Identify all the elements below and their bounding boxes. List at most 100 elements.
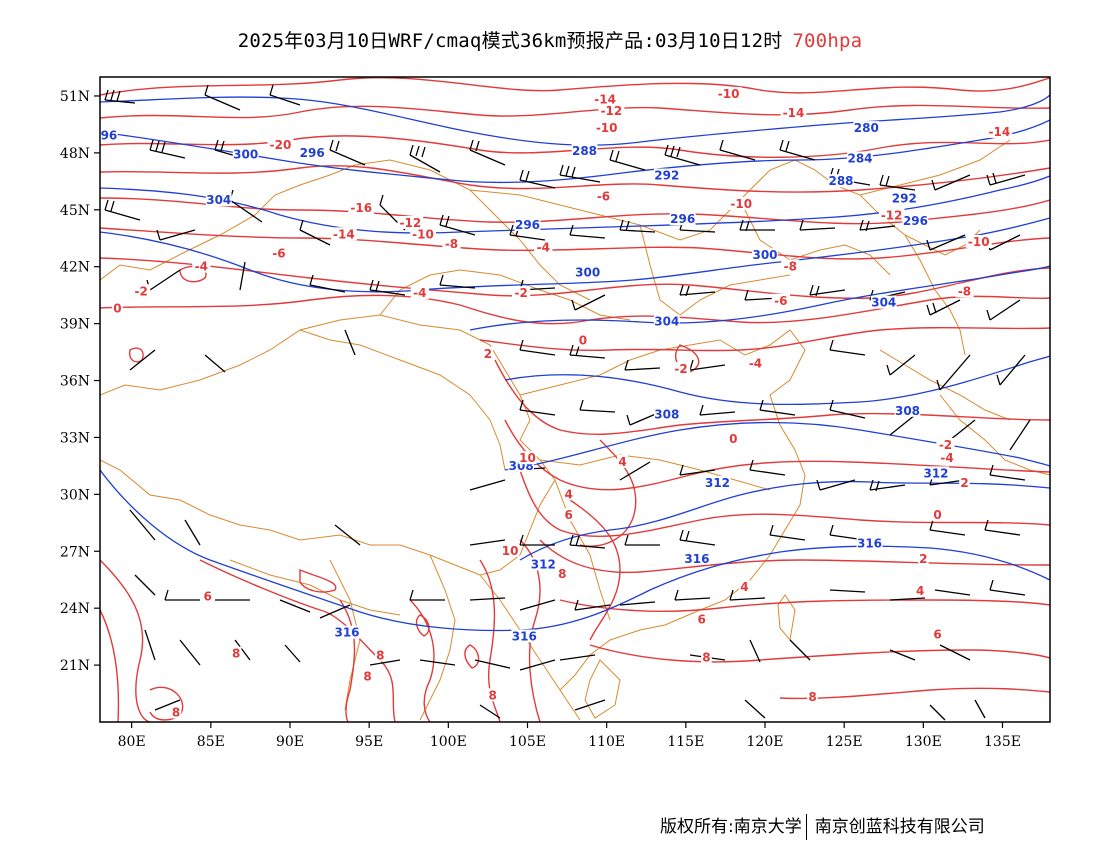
temperature-contour-label: -10 (412, 227, 434, 241)
height-contour-label-bg (669, 212, 696, 226)
temperature-contour-label: -12 (881, 208, 903, 222)
height-contour-label-bg (856, 536, 883, 550)
temperature-contour-label: 0 (729, 432, 737, 446)
temperature-contour-label: 10 (519, 451, 536, 465)
temperature-contour-label: -20 (270, 138, 292, 152)
height-contour-label-bg (571, 143, 598, 157)
height-contour-label: 316 (857, 537, 882, 551)
height-contour-label: 292 (654, 169, 679, 183)
height-contour-label-bg (828, 174, 854, 188)
temperature-contour-label-bg (202, 589, 213, 603)
x-tick-label: 80E (118, 734, 146, 750)
temperature-labels: -14-12-10-10-14-14-20-6-10-12-16-12-14 -1… (112, 86, 1013, 719)
temperature-contour-label-bg (955, 284, 974, 298)
temperature-contour-label-bg (598, 104, 625, 118)
height-contour-label: 304 (206, 193, 231, 207)
height-contour-label: 288 (828, 174, 853, 188)
temperature-contour-label: -2 (674, 362, 687, 376)
temperature-contour-label: -14 (783, 106, 805, 120)
temperature-contour-label-bg (715, 86, 742, 100)
temperature-contour-label: -4 (413, 286, 426, 300)
footer-divider (805, 814, 807, 840)
temperature-contour-label-bg (781, 259, 800, 273)
temperature-contour-label: 0 (113, 301, 121, 315)
wind-barbs (104, 84, 1031, 721)
company-name: 南京创蓝科技有限公司 (814, 817, 985, 837)
temperature-contour-label-bg (192, 259, 211, 273)
temperature-contour-label: 8 (376, 649, 384, 663)
x-tick-label: 135E (984, 734, 1021, 750)
temperature-contour-label: 0 (579, 334, 587, 348)
temperature-contour-label: 0 (933, 508, 941, 522)
temperature-contour-label: -14 (988, 125, 1010, 139)
x-tick-label: 85E (197, 734, 225, 750)
temperature-contour-label: -14 (333, 227, 355, 241)
temperature-contour-label: -8 (784, 260, 797, 274)
temperature-contour-label-bg (592, 92, 618, 106)
temperature-contour-label: -10 (730, 197, 752, 211)
x-tick-label: 125E (826, 734, 863, 750)
temperature-contour-label-bg (557, 566, 568, 580)
height-contour-label: 312 (923, 466, 948, 480)
height-contour-label: 292 (892, 191, 917, 205)
height-contour-label-bg (299, 145, 326, 159)
y-tick-label: 42N (60, 260, 90, 276)
temperature-contour-label: 8 (558, 567, 566, 581)
temperature-contour-label: 6 (564, 508, 572, 522)
height-contour-label-bg (511, 629, 538, 643)
temperature-contour-label-bg (936, 437, 955, 451)
title-text: 2025年03月10日WRF/cmaq模式36km预报产品:03月10日12时 (237, 30, 783, 52)
map-title: 2025年03月10日WRF/cmaq模式36km预报产品:03月10日12时 7… (0, 26, 1100, 53)
temperature-contour-label-bg (112, 301, 123, 315)
copyright-text: 版权所有:南京大学 (660, 817, 802, 837)
y-tick-label: 36N (60, 374, 90, 390)
temperature-contour-label-bg (230, 646, 242, 660)
y-tick-label: 33N (60, 430, 90, 446)
temperature-contour-label-bg (965, 234, 992, 248)
x-tick-label: 115E (667, 734, 704, 750)
temperature-contour-label: 2 (960, 476, 968, 490)
height-contour-label: 296 (903, 214, 928, 228)
map-frame (99, 76, 1051, 723)
temperature-contour-label-bg (518, 451, 537, 465)
temperature-contour-label: -2 (939, 438, 952, 452)
temperature-contour-label: -4 (537, 241, 550, 255)
temperature-contours (100, 77, 1050, 722)
height-contour-label-bg (205, 193, 232, 207)
height-contour-label-bg (514, 217, 541, 231)
temperature-contour-label-bg (728, 197, 755, 210)
temperature-contour-label: -2 (514, 286, 527, 300)
height-contour-label-bg (923, 466, 949, 480)
temperature-contour-label: 6 (203, 590, 211, 604)
temperature-contour-label: -10 (596, 121, 618, 135)
height-contour-label-bg (100, 128, 118, 142)
temperature-contour-label: -16 (350, 201, 372, 215)
temperature-contour-label: 4 (740, 580, 748, 594)
temperature-contour-label-bg (594, 189, 613, 203)
height-contour-label: 308 (895, 404, 920, 418)
temperature-contour-label-bg (170, 705, 182, 719)
temperature-contour-label-bg (932, 627, 943, 641)
height-contour-label: 280 (854, 121, 879, 135)
height-contour-label-bg (894, 403, 921, 417)
height-contour-label: 300 (233, 148, 258, 162)
height-contour-label: 296 (515, 218, 540, 232)
temperature-contour-label: 2 (484, 347, 492, 361)
temperature-contour-label: 6 (933, 628, 941, 642)
temperature-contour-label: -4 (749, 356, 762, 370)
temperature-contour-label-bg (914, 584, 926, 597)
height-contour-label-bg (902, 214, 929, 228)
height-contour-label: 308 (654, 408, 679, 422)
temperature-contour-label: -8 (445, 237, 458, 251)
temperature-contour-label-bg (932, 508, 943, 522)
temperature-contour-label: -8 (958, 284, 971, 298)
temperature-contour-label: 6 (697, 612, 705, 626)
height-contour-label-bg (653, 407, 680, 421)
temperature-contour-label-bg (696, 612, 707, 626)
temperature-contour-label-bg (563, 487, 574, 501)
y-tick-label: 48N (60, 146, 90, 162)
height-contour-label-bg (752, 248, 778, 262)
temperature-contour-label-bg (442, 236, 461, 250)
pressure-level-label: 700hpa (792, 30, 863, 52)
